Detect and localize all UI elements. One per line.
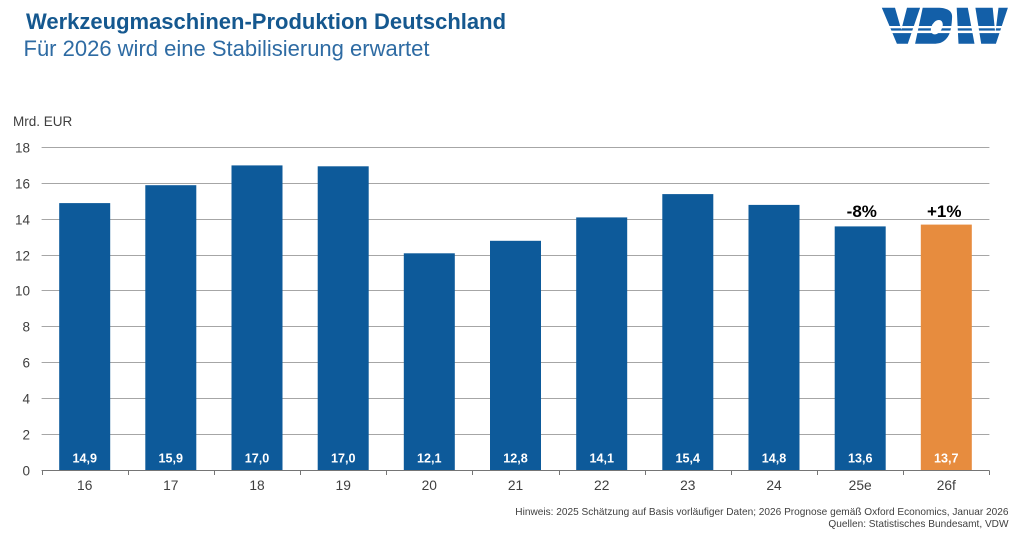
- svg-text:Hinweis: 2025 Schätzung auf Ba: Hinweis: 2025 Schätzung auf Basis vorläu…: [515, 507, 1009, 518]
- svg-text:12,1: 12,1: [417, 451, 442, 465]
- svg-text:14,8: 14,8: [762, 451, 787, 465]
- svg-text:22: 22: [594, 478, 609, 493]
- svg-text:13,7: 13,7: [934, 451, 959, 465]
- svg-text:14: 14: [15, 212, 31, 227]
- svg-text:26f: 26f: [937, 478, 956, 493]
- svg-text:6: 6: [22, 355, 30, 370]
- svg-text:Mrd. EUR: Mrd. EUR: [13, 114, 73, 129]
- svg-text:19: 19: [336, 478, 352, 493]
- svg-text:16: 16: [77, 478, 93, 493]
- svg-text:14,9: 14,9: [72, 451, 97, 465]
- svg-text:0: 0: [22, 463, 30, 478]
- svg-text:15,9: 15,9: [159, 451, 184, 465]
- svg-text:17: 17: [163, 478, 178, 493]
- svg-text:16: 16: [15, 176, 30, 191]
- svg-text:-8%: -8%: [847, 202, 877, 221]
- svg-text:17,0: 17,0: [331, 451, 356, 465]
- svg-text:24: 24: [766, 478, 782, 493]
- svg-text:17,0: 17,0: [245, 451, 270, 465]
- svg-text:21: 21: [508, 478, 523, 493]
- svg-text:+1%: +1%: [927, 202, 962, 221]
- svg-text:15,4: 15,4: [676, 451, 701, 465]
- svg-text:25e: 25e: [849, 478, 872, 493]
- svg-text:2: 2: [22, 427, 30, 442]
- svg-text:18: 18: [249, 478, 265, 493]
- svg-text:18: 18: [15, 140, 30, 155]
- svg-text:Werkzeugmaschinen-Produktion D: Werkzeugmaschinen-Produktion Deutschland: [26, 9, 506, 34]
- svg-text:12: 12: [15, 248, 30, 263]
- svg-text:12,8: 12,8: [503, 451, 528, 465]
- svg-text:Quellen: Statistisches Bundesa: Quellen: Statistisches Bundesamt, VDW: [828, 519, 1009, 530]
- svg-text:23: 23: [680, 478, 696, 493]
- svg-text:14,1: 14,1: [589, 451, 614, 465]
- svg-text:Für 2026 wird eine Stabilisier: Für 2026 wird eine Stabilisierung erwart…: [24, 36, 430, 61]
- svg-text:4: 4: [22, 391, 30, 406]
- svg-text:13,6: 13,6: [848, 451, 873, 465]
- svg-text:8: 8: [22, 319, 30, 334]
- svg-text:10: 10: [15, 283, 30, 298]
- svg-text:20: 20: [422, 478, 438, 493]
